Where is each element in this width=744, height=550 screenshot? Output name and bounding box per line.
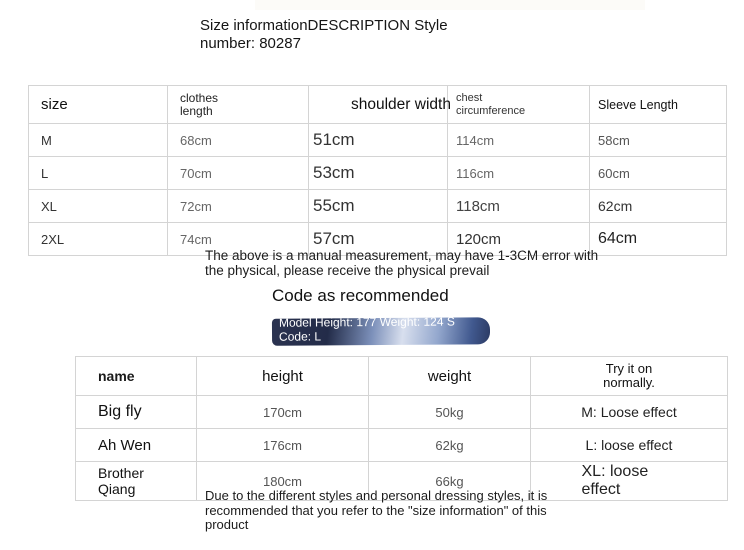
model-height-cell: 170cm bbox=[196, 395, 369, 429]
clothes-length-cell: 72cm bbox=[167, 189, 309, 223]
model-tryon-label: XL: loose effect bbox=[581, 463, 649, 498]
model-table-container: name height weight Try it on normally. B… bbox=[75, 356, 728, 501]
bottom-note-line1: Due to the different styles and personal… bbox=[205, 488, 548, 503]
size-cell: M bbox=[28, 123, 168, 157]
chest-circumference-cell: 120cm bbox=[447, 222, 590, 256]
model-tryon-cell: L: loose effect bbox=[530, 428, 728, 462]
size-table-container: size clothes length shoulder width chest… bbox=[28, 85, 727, 256]
height-column-header: height bbox=[196, 356, 369, 396]
model-table-header-row: name height weight Try it on normally. bbox=[75, 356, 728, 396]
sleeve-length-cell: 64cm bbox=[589, 222, 727, 256]
shoulder-width-cell: 51cm bbox=[308, 123, 448, 157]
model-info-banner: Model Height: 177 Weight: 124 S Code: L bbox=[271, 317, 491, 346]
size-table-row-m: M 68cm 51cm 114cm 58cm bbox=[28, 123, 727, 157]
name-column-header: name bbox=[75, 356, 197, 396]
measurement-note-line2: the physical, please receive the physica… bbox=[205, 262, 490, 278]
try-on-column-header: Try it on normally. bbox=[530, 356, 728, 396]
page-title-line2: number: 80287 bbox=[200, 35, 301, 52]
shoulder-width-column-header: shoulder width bbox=[308, 85, 451, 124]
measurement-note: The above is a manual measurement, may h… bbox=[205, 248, 599, 278]
header-label: height bbox=[262, 367, 303, 385]
sleeve-length-cell: 58cm bbox=[589, 123, 727, 157]
sleeve-length-column-header: Sleeve Length bbox=[589, 85, 727, 124]
size-cell: XL bbox=[28, 189, 168, 223]
chest-circumference-cell: 114cm bbox=[447, 123, 590, 157]
model-height-cell: 180cm bbox=[196, 461, 369, 501]
size-cell: L bbox=[28, 156, 168, 190]
shoulder-width-cell: 55cm bbox=[308, 189, 448, 223]
header-label: weight bbox=[427, 367, 472, 385]
top-image-remnant bbox=[255, 0, 645, 10]
chest-circumference-cell: 118cm bbox=[447, 189, 590, 223]
size-table-header-row: size clothes length shoulder width chest… bbox=[28, 85, 727, 124]
size-table-row-2xl: 2XL 74cm 57cm 120cm 64cm bbox=[28, 222, 727, 256]
size-cell: 2XL bbox=[28, 222, 168, 256]
weight-column-header: weight bbox=[368, 356, 531, 396]
clothes-length-cell: 74cm bbox=[167, 222, 309, 256]
size-table-row-l: L 70cm 53cm 116cm 60cm bbox=[28, 156, 727, 190]
chest-circumference-cell: 116cm bbox=[447, 156, 590, 190]
header-label: clothes length bbox=[180, 90, 219, 118]
model-weight-cell: 62kg bbox=[368, 428, 531, 462]
page-title-line1: Size informationDESCRIPTION Style bbox=[200, 17, 448, 34]
model-table-row-bigfly: Big fly 170cm 50kg M: Loose effect bbox=[75, 395, 728, 429]
sleeve-length-cell: 60cm bbox=[589, 156, 727, 190]
size-table-row-xl: XL 72cm 55cm 118cm 62cm bbox=[28, 189, 727, 223]
size-table: size clothes length shoulder width chest… bbox=[28, 85, 727, 256]
model-name-cell: Ah Wen bbox=[75, 428, 197, 462]
model-name-label: Brother Qiang bbox=[98, 465, 144, 497]
clothes-length-cell: 68cm bbox=[167, 123, 309, 157]
shoulder-width-cell: 53cm bbox=[308, 156, 448, 190]
size-column-header: size bbox=[28, 85, 168, 124]
header-label: size bbox=[41, 96, 68, 113]
chest-circumference-column-header: chest circumference bbox=[447, 85, 590, 124]
header-label: chest circumference bbox=[456, 91, 526, 117]
model-table: name height weight Try it on normally. B… bbox=[75, 356, 728, 501]
bottom-note-line3: product bbox=[205, 517, 249, 532]
model-name-cell: Brother Qiang bbox=[75, 461, 197, 501]
model-weight-cell: 66kg bbox=[368, 461, 531, 501]
bottom-note-line2: recommended that you refer to the "size … bbox=[205, 502, 547, 518]
header-label: Try it on normally. bbox=[603, 361, 655, 390]
model-name-cell: Big fly bbox=[75, 395, 197, 429]
model-table-row-ahwen: Ah Wen 176cm 62kg L: loose effect bbox=[75, 428, 728, 462]
model-height-cell: 176cm bbox=[196, 428, 369, 462]
clothes-length-cell: 70cm bbox=[167, 156, 309, 190]
sleeve-length-cell: 62cm bbox=[589, 189, 727, 223]
model-tryon-cell: XL: loose effect bbox=[530, 461, 728, 501]
code-recommended-heading: Code as recommended bbox=[272, 286, 449, 305]
measurement-note-line1: The above is a manual measurement, may h… bbox=[205, 248, 599, 263]
clothes-length-column-header: clothes length bbox=[167, 85, 309, 124]
header-label: shoulder width bbox=[351, 95, 451, 113]
page-title: Size informationDESCRIPTION Style number… bbox=[200, 17, 448, 53]
model-info-banner-line2: Code: L bbox=[278, 329, 322, 344]
bottom-note: Due to the different styles and personal… bbox=[205, 488, 548, 533]
model-tryon-cell: M: Loose effect bbox=[530, 395, 728, 429]
model-table-row-brotherqiang: Brother Qiang 180cm 66kg XL: loose effec… bbox=[75, 461, 728, 501]
header-label: Sleeve Length bbox=[598, 97, 678, 112]
model-weight-cell: 50kg bbox=[368, 395, 531, 429]
header-label: name bbox=[98, 368, 135, 384]
